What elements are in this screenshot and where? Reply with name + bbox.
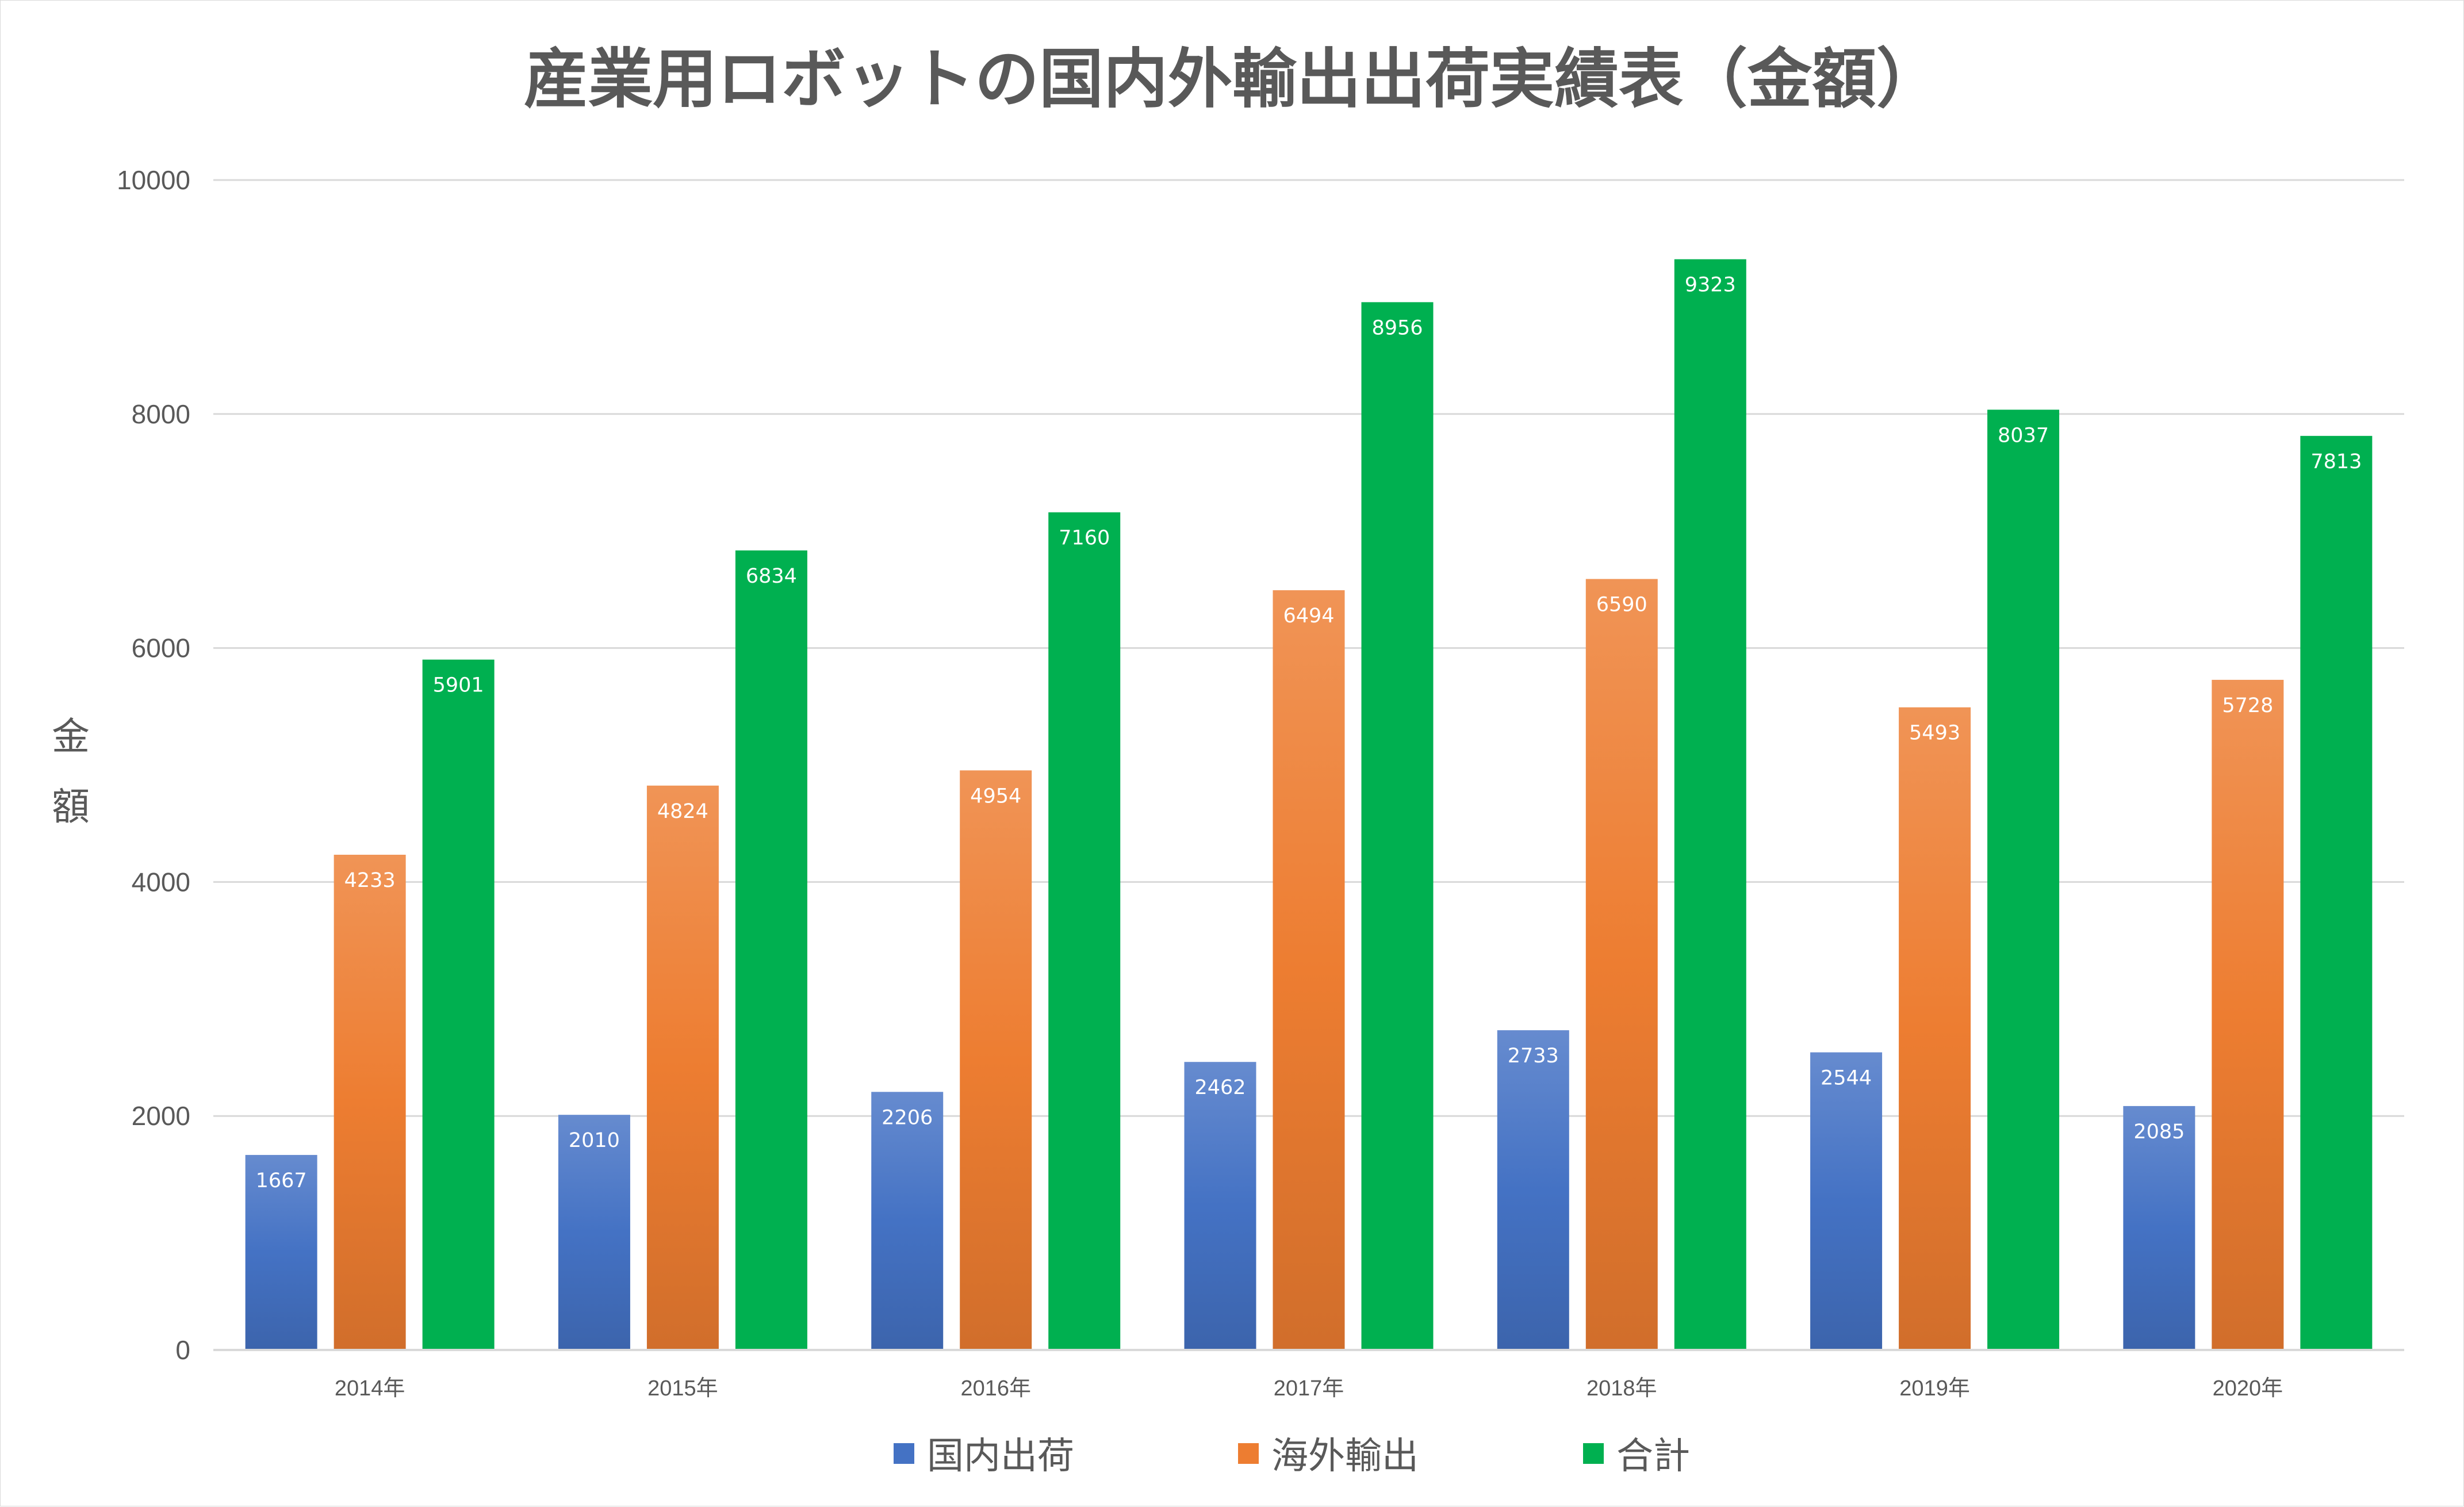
data-label: 8956: [1371, 316, 1423, 339]
bars: [245, 259, 2373, 1351]
chart-title: 産業用ロボットの国内外輸出出荷実績表（金額）: [524, 42, 1941, 117]
data-label: 6590: [1596, 594, 1647, 617]
data-label: 7160: [1059, 527, 1110, 550]
bar: [2300, 435, 2373, 1350]
data-label: 2010: [569, 1129, 620, 1152]
bar: [558, 1115, 630, 1350]
x-axis-ticks: 2014年 2015年 2016年 2017年 2018年 2019年 2020年: [335, 1376, 2283, 1401]
bar: [2123, 1106, 2195, 1350]
data-label: 9323: [1685, 274, 1736, 297]
bar: [871, 1092, 944, 1350]
data-label: 2085: [2133, 1120, 2185, 1143]
bar: [646, 785, 719, 1350]
data-label: 5728: [2222, 694, 2273, 717]
bar: [334, 855, 406, 1350]
legend: 国内出荷 海外輸出 合計: [894, 1435, 1690, 1478]
x-tick-label: 2017年: [1274, 1376, 1344, 1401]
bar: [1184, 1062, 1256, 1350]
data-label: 2733: [1508, 1045, 1559, 1068]
data-label: 4233: [344, 869, 396, 892]
legend-swatch: [894, 1443, 914, 1464]
legend-item: 合計: [1583, 1435, 1690, 1478]
data-labels: 1667 4233 5901 2010 4824 6834 2206 4954 7160 2462…: [256, 274, 2362, 1192]
data-label: 6834: [746, 565, 797, 588]
data-label: 7813: [2310, 450, 2362, 473]
bar: [2212, 679, 2284, 1350]
bar: [1899, 707, 1971, 1350]
legend-label: 合計: [1616, 1435, 1690, 1478]
x-tick-label: 2016年: [960, 1376, 1031, 1401]
y-axis-label: 金額: [52, 714, 90, 829]
bar: [245, 1154, 317, 1350]
data-label: 8037: [1998, 424, 2049, 447]
bar: [960, 770, 1032, 1350]
y-tick-label: 0: [175, 1335, 190, 1365]
x-tick-label: 2019年: [1899, 1376, 1970, 1401]
data-label: 2544: [1821, 1067, 1872, 1090]
data-label: 5493: [1909, 722, 1960, 745]
y-tick-label: 2000: [132, 1101, 190, 1131]
bar: [1361, 302, 1434, 1350]
bar: [1273, 590, 1345, 1350]
y-tick-label: 4000: [132, 867, 190, 897]
bar: [1048, 512, 1121, 1350]
bar: [1585, 579, 1658, 1350]
data-label: 6494: [1283, 605, 1334, 628]
data-label: 5901: [433, 674, 484, 697]
legend-item: 海外輸出: [1238, 1435, 1419, 1478]
legend-label: 海外輸出: [1271, 1435, 1419, 1478]
y-axis-label-char: 額: [52, 785, 90, 829]
legend-label: 国内出荷: [927, 1435, 1074, 1478]
bar: [1987, 410, 2060, 1350]
data-label: 2462: [1194, 1076, 1246, 1099]
y-tick-label: 8000: [132, 399, 190, 429]
y-tick-label: 10000: [117, 165, 190, 195]
data-label: 4824: [657, 800, 708, 823]
bar: [422, 659, 495, 1350]
bar: [735, 550, 807, 1351]
legend-item: 国内出荷: [894, 1435, 1074, 1478]
x-tick-label: 2020年: [2213, 1376, 2283, 1401]
bar: [1497, 1030, 1569, 1350]
data-label: 1667: [256, 1169, 307, 1192]
y-axis-ticks: 0 2000 4000 6000 8000 10000: [117, 165, 190, 1365]
x-tick-label: 2015年: [647, 1376, 718, 1401]
legend-swatch: [1583, 1443, 1604, 1464]
y-axis-label-char: 金: [52, 714, 90, 759]
data-label: 2206: [882, 1106, 933, 1129]
bar: [1810, 1052, 1883, 1350]
x-tick-label: 2014年: [335, 1376, 405, 1401]
bar: [1674, 259, 1746, 1351]
data-label: 4954: [970, 785, 1021, 808]
x-tick-label: 2018年: [1587, 1376, 1657, 1401]
legend-swatch: [1238, 1443, 1259, 1464]
y-tick-label: 6000: [132, 633, 190, 663]
